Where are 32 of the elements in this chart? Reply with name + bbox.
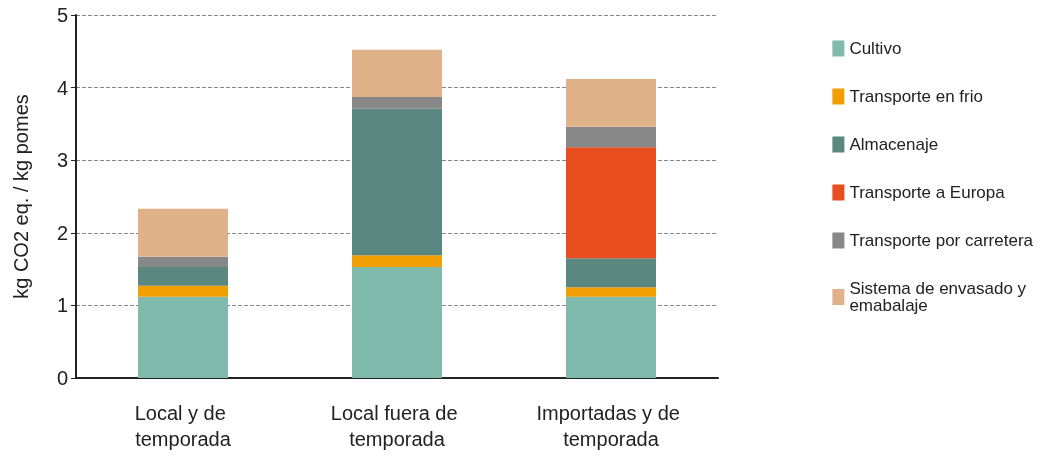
bar [138,266,228,286]
bar [138,256,228,267]
bar [352,108,442,256]
y-tick-label: 5 [56,4,68,26]
legend-label: Transporte en frio [849,87,983,106]
bar [352,266,442,378]
x-tick-label: Local y de temporada [134,402,232,450]
bar [138,285,228,297]
bar [352,49,442,98]
x-tick-label: Local fuera de temporada [330,402,464,450]
y-tick-label: 3 [56,149,68,172]
y-tick-label: 1 [56,294,68,317]
bar [138,296,228,378]
legend-label: Transporte a Europa [849,183,1006,202]
bar [352,255,442,267]
bar [566,147,656,259]
y-tick-label: 2 [56,221,68,244]
x-tick-label: Importadas y de temporada [536,402,686,450]
bar [566,258,656,288]
bar [566,296,656,378]
bar [138,208,228,257]
legend-label: Transporte por carretera [849,231,1034,250]
legend-label: Almacenaje [849,135,939,154]
legend-label: Cultivo [849,39,902,58]
y-tick-label: 4 [56,76,68,99]
y-tick-label: 0 [56,367,68,389]
y-axis-title: kg CO2 eq. / kg pomes [10,94,32,299]
bar [352,97,442,109]
bar [566,126,656,148]
bar [566,287,656,297]
legend-label: Sistema de envasado y emabalaje [849,279,1031,315]
bar [566,78,656,127]
